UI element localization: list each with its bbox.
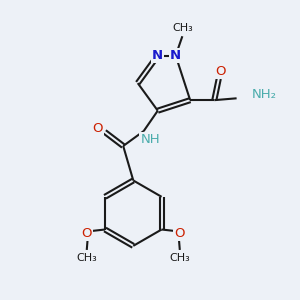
Text: N: N xyxy=(152,49,163,62)
Text: CH₃: CH₃ xyxy=(173,23,194,33)
Text: O: O xyxy=(215,65,226,78)
Text: CH₃: CH₃ xyxy=(169,253,190,263)
Text: O: O xyxy=(175,227,185,240)
Text: O: O xyxy=(93,122,103,135)
Text: NH: NH xyxy=(140,133,160,146)
Text: N: N xyxy=(170,49,181,62)
Text: O: O xyxy=(82,227,92,240)
Text: CH₃: CH₃ xyxy=(76,253,97,263)
Text: NH₂: NH₂ xyxy=(252,88,277,101)
